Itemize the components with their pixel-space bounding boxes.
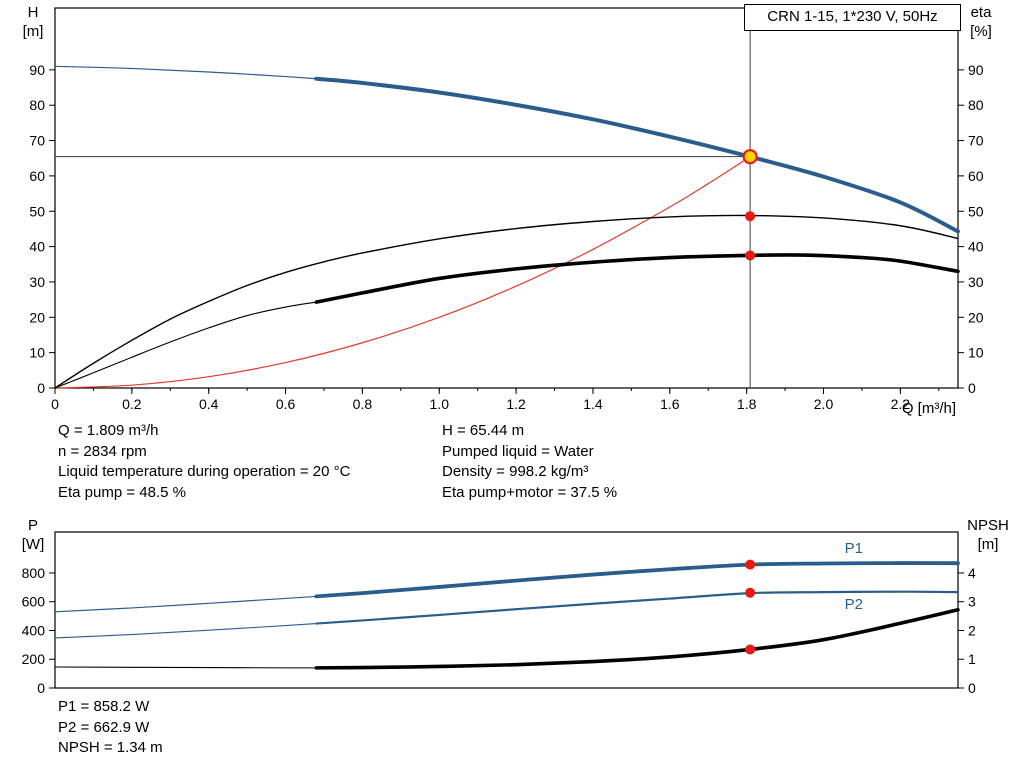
x-tick-label: 0.6: [276, 396, 296, 412]
right-tick-label: 0: [968, 380, 976, 396]
left-tick-label: 600: [22, 594, 46, 610]
p1-series-label: P1: [845, 540, 863, 557]
right-tick-label: 10: [968, 345, 984, 361]
h-axis-title-line2: [m]: [22, 23, 44, 40]
npsh-point-marker: [745, 644, 756, 655]
x-tick-label: 1.0: [430, 396, 450, 412]
p2-series-label: P2: [845, 596, 863, 613]
head-curve-thin: [54, 65, 317, 80]
left-tick-label: 50: [29, 203, 45, 219]
right-tick-label: 30: [968, 274, 984, 290]
q-axis-title: Q [m³/h]: [901, 400, 956, 417]
eta-pump-curve: [54, 214, 959, 389]
x-tick-label: 1.4: [583, 396, 603, 412]
left-tick-label: 60: [29, 168, 45, 184]
left-tick-label: 0: [37, 680, 45, 696]
p1-point-marker: [745, 559, 756, 570]
info-line-n: n = 2834 rpm: [58, 442, 147, 460]
x-tick-label: 0.4: [199, 396, 219, 412]
left-tick-label: 400: [22, 622, 46, 638]
p-axis-title-line2: [W]: [21, 536, 45, 553]
right-tick-label: 4: [968, 565, 976, 581]
left-tick-label: 10: [29, 345, 45, 361]
npsh-axis-title-line1: NPSH: [967, 517, 1009, 534]
p1-curve: [314, 561, 960, 599]
chart-1: 0 200 400 600 800 0 1 2 3 4 P1 P2: [22, 531, 976, 696]
left-tick-label: 30: [29, 274, 45, 290]
x-tick-label: 0.2: [122, 396, 142, 412]
eta-pump-motor-point-marker: [745, 250, 756, 261]
eta-pump-motor-curve-thin: [54, 301, 317, 389]
left-tick-label: 20: [29, 309, 45, 325]
eta-pump-motor-curve: [314, 253, 960, 304]
right-tick-label: 40: [968, 239, 984, 255]
info-line-density: Density = 998.2 kg/m³: [442, 463, 589, 481]
info-line-q: Q = 1.809 m³/h: [58, 422, 159, 439]
npsh-axis-title-line2: [m]: [977, 536, 999, 553]
right-tick-label: 60: [968, 168, 984, 184]
right-tick-label: 90: [968, 62, 984, 78]
plot-frame: [54, 7, 959, 389]
right-tick-label: 0: [968, 680, 976, 696]
p2-curve-thin: [54, 623, 317, 639]
left-tick-label: 200: [22, 651, 46, 667]
right-tick-label: 80: [968, 97, 984, 113]
footer-line-p1: P1 = 858.2 W: [58, 698, 150, 715]
info-line-eta-motor: Eta pump+motor = 37.5 %: [442, 483, 618, 501]
p-axis-title: P [W]: [13, 516, 53, 554]
system-curve-curve: [54, 156, 751, 389]
pump-title-box: CRN 1-15, 1*230 V, 50Hz: [744, 4, 961, 31]
right-tick-label: 70: [968, 133, 984, 149]
right-tick-label: 3: [968, 594, 976, 610]
left-tick-label: 80: [29, 97, 45, 113]
x-tick-label: 0: [51, 396, 59, 412]
info-line-liquid: Pumped liquid = Water: [442, 442, 594, 460]
left-tick-label: 800: [22, 565, 46, 581]
h-axis-title: H [m]: [13, 3, 53, 41]
x-tick-label: 2.0: [814, 396, 834, 412]
p1-curve-thin: [54, 595, 317, 613]
x-tick-label: 1.8: [737, 396, 757, 412]
npsh-axis-title: NPSH [m]: [958, 516, 1018, 554]
chart-0: 0 10 20 30 40 50 60 70 80 90 0 10 20 30 40 50 60 70 80 90 0 0…: [29, 7, 984, 412]
p2-curve: [315, 590, 960, 625]
x-tick-label: 1.6: [660, 396, 680, 412]
duty-info-right: H = 65.44 m Pumped liquid = Water Densit…: [442, 421, 617, 503]
info-line-eta-pump: Eta pump = 48.5 %: [58, 483, 186, 501]
info-line-h: H = 65.44 m: [442, 422, 525, 439]
head-curve: [314, 76, 960, 234]
npsh-curve: [314, 607, 960, 670]
right-tick-label: 50: [968, 203, 984, 219]
x-tick-label: 2.2: [891, 396, 911, 412]
x-tick-label: 1.2: [506, 396, 526, 412]
eta-axis-title: eta [%]: [959, 3, 1003, 41]
info-line-temp: Liquid temperature during operation = 20…: [58, 463, 351, 481]
duty-info-left: Q = 1.809 m³/h n = 2834 rpm Liquid tempe…: [58, 421, 350, 503]
duty-point-marker: [742, 149, 758, 165]
p-axis-title-line1: P: [27, 517, 38, 534]
h-axis-title-line1: H: [27, 4, 39, 21]
left-tick-label: 70: [29, 133, 45, 149]
left-tick-label: 90: [29, 62, 45, 78]
right-tick-label: 2: [968, 622, 976, 638]
right-tick-label: 20: [968, 309, 984, 325]
left-tick-label: 40: [29, 239, 45, 255]
p2-point-marker: [745, 587, 756, 598]
right-tick-label: 1: [968, 651, 976, 667]
eta-axis-title-line2: [%]: [970, 23, 992, 40]
footer-line-p2: P2 = 662.9 W: [58, 718, 150, 736]
footer-line-npsh: NPSH = 1.34 m: [58, 739, 163, 757]
eta-pump-point-marker: [745, 211, 756, 222]
eta-axis-title-line1: eta: [970, 4, 992, 21]
footer-values: P1 = 858.2 W P2 = 662.9 W NPSH = 1.34 m: [58, 697, 163, 759]
x-tick-label: 0.8: [353, 396, 373, 412]
npsh-curve-thin: [54, 666, 317, 669]
left-tick-label: 0: [37, 380, 45, 396]
